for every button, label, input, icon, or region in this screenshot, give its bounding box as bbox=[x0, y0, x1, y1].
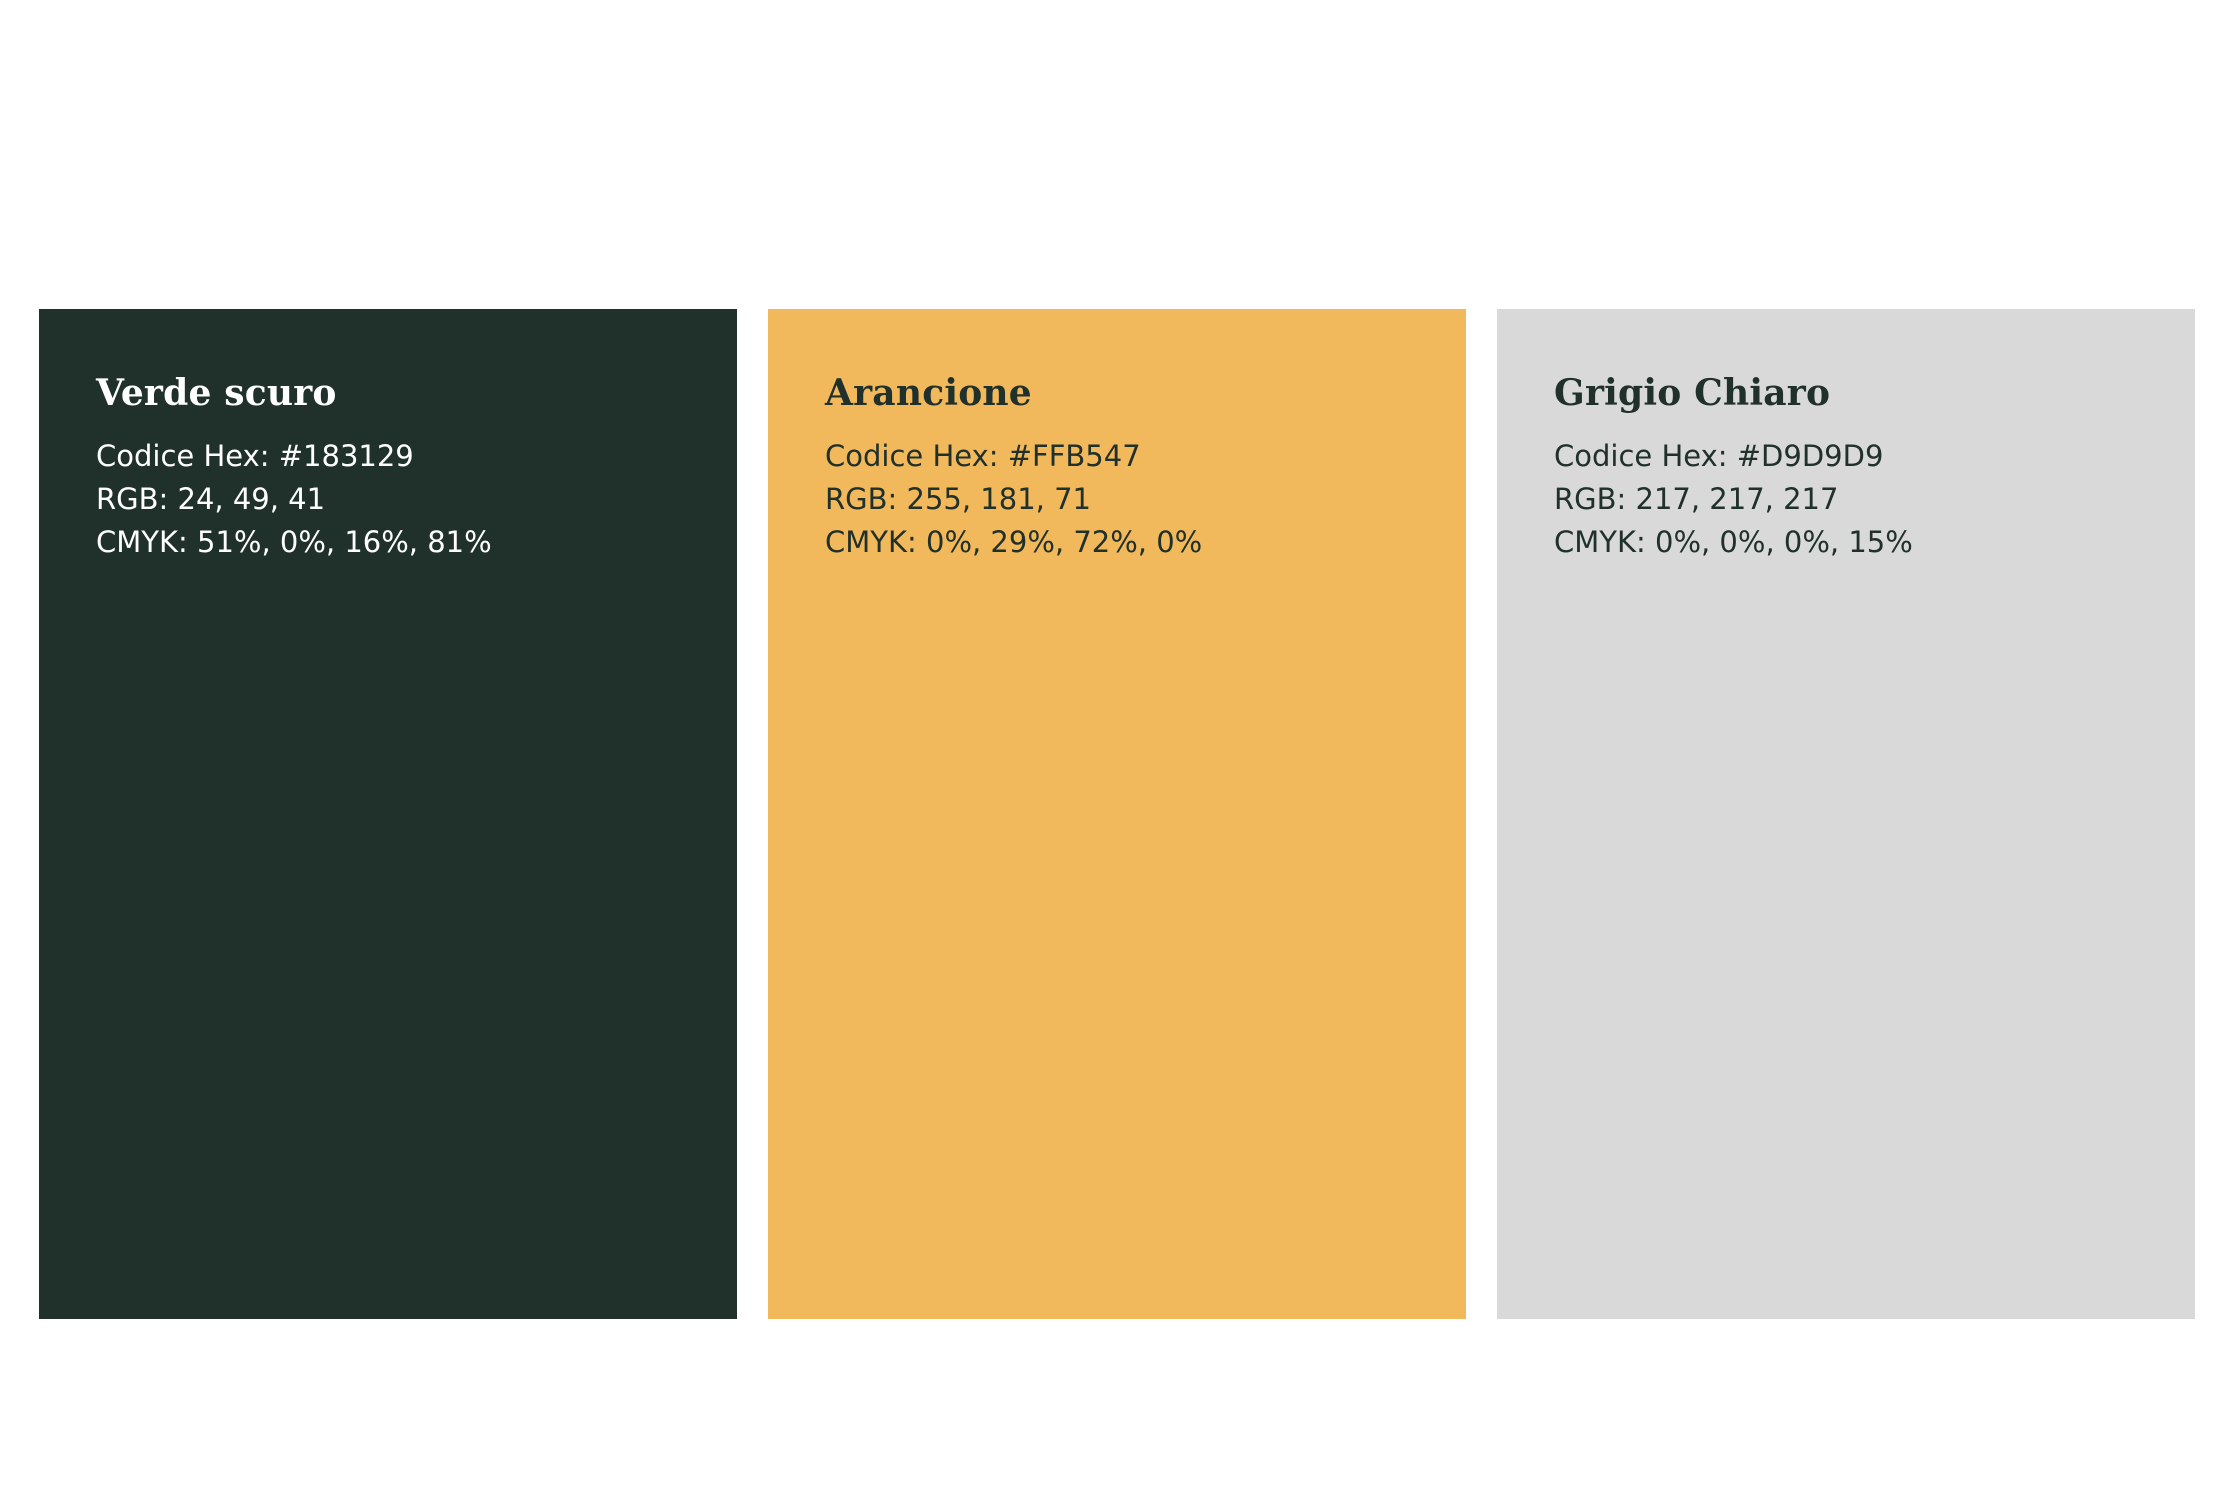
rgb-values: RGB: 255, 181, 71 bbox=[825, 482, 1091, 516]
swatch-name: Verde scuro bbox=[96, 372, 337, 414]
cmyk-values: CMYK: 0%, 0%, 0%, 15% bbox=[1554, 525, 1913, 559]
hex-code: Codice Hex: #183129 bbox=[96, 439, 414, 473]
swatch-name: Grigio Chiaro bbox=[1554, 372, 1831, 414]
hex-code: Codice Hex: #D9D9D9 bbox=[1554, 439, 1884, 473]
swatch-name: Arancione bbox=[825, 372, 1032, 414]
cmyk-values: CMYK: 51%, 0%, 16%, 81% bbox=[96, 525, 492, 559]
swatch-arancione: Arancione Codice Hex: #FFB547 RGB: 255, … bbox=[768, 309, 1466, 1319]
rgb-values: RGB: 217, 217, 217 bbox=[1554, 482, 1839, 516]
swatch-grigio-chiaro: Grigio Chiaro Codice Hex: #D9D9D9 RGB: 2… bbox=[1497, 309, 2195, 1319]
swatch-verde-scuro: Verde scuro Codice Hex: #183129 RGB: 24,… bbox=[39, 309, 737, 1319]
cmyk-values: CMYK: 0%, 29%, 72%, 0% bbox=[825, 525, 1203, 559]
rgb-values: RGB: 24, 49, 41 bbox=[96, 482, 326, 516]
hex-code: Codice Hex: #FFB547 bbox=[825, 439, 1141, 473]
color-palette: Verde scuro Codice Hex: #183129 RGB: 24,… bbox=[39, 309, 2196, 1319]
